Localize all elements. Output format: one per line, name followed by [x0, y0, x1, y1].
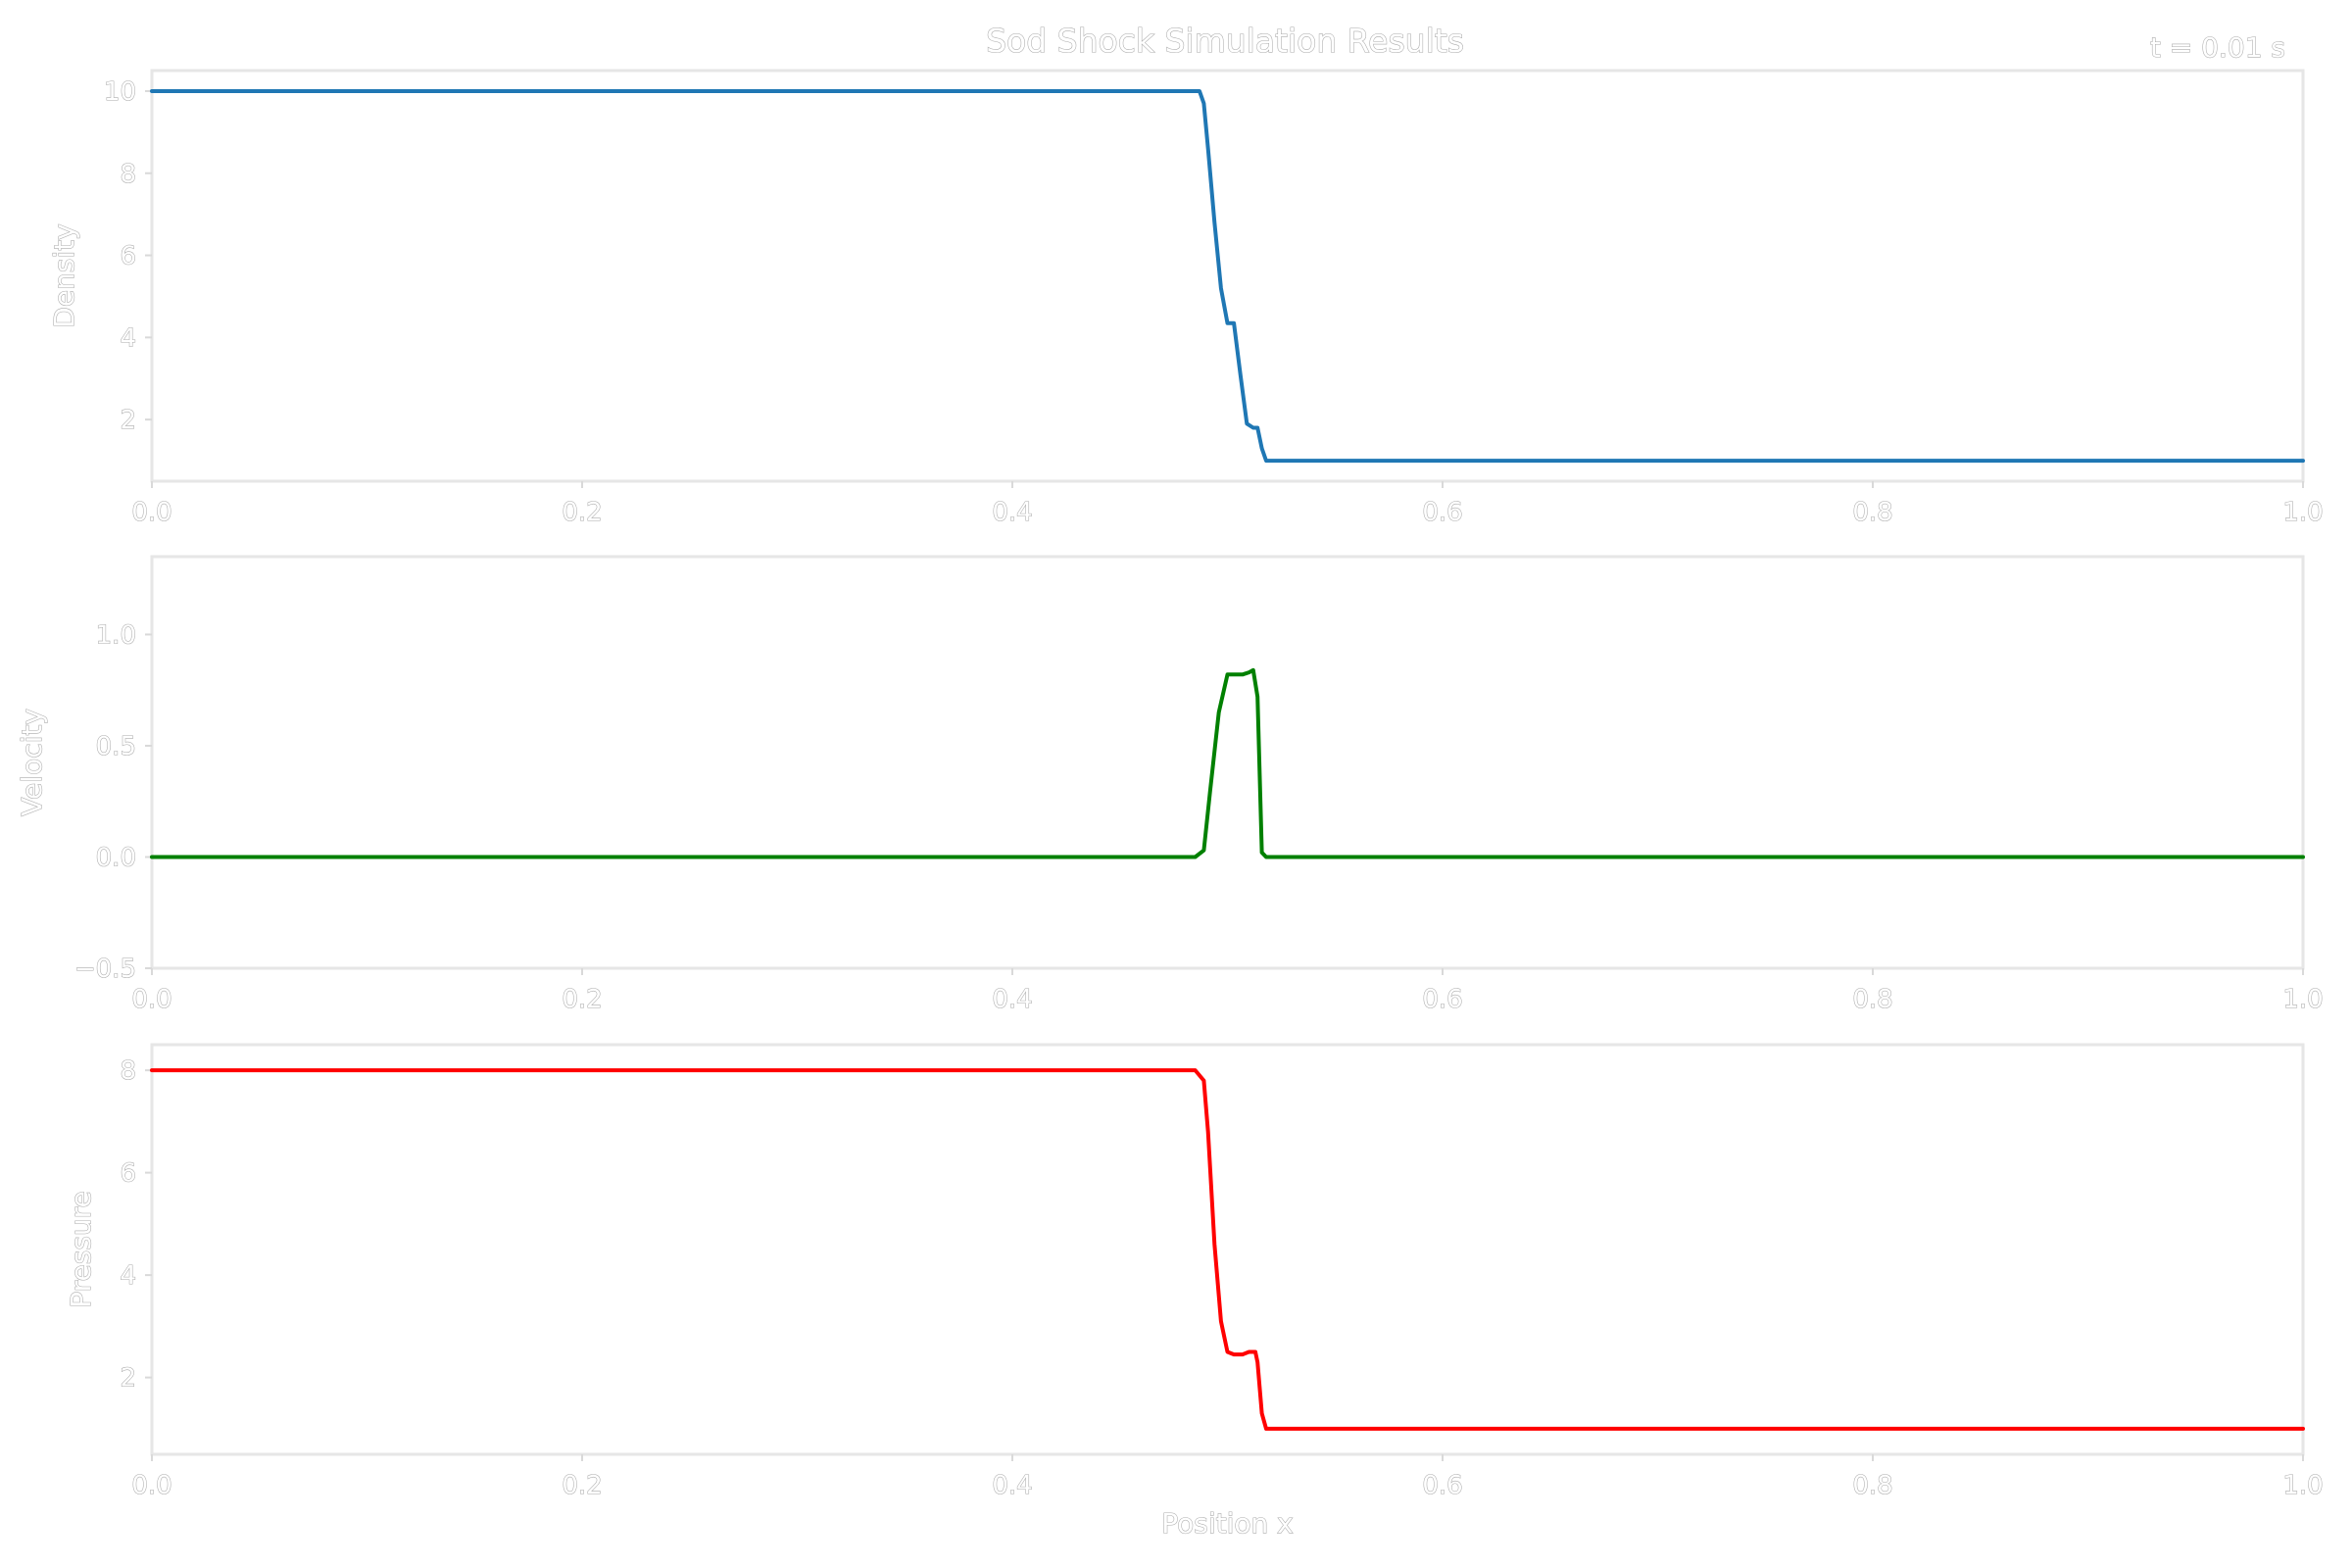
velocity-xtick-label: 1.0	[2282, 985, 2323, 1014]
velocity-xtick-label: 0.8	[1852, 985, 1892, 1014]
velocity-ylabel: Velocity	[16, 709, 48, 816]
density-xtick-label: 0.0	[131, 498, 172, 527]
pressure-xtick-label: 1.0	[2282, 1471, 2323, 1500]
density-ytick-label: 10	[104, 77, 136, 107]
velocity-xtick-label: 0.0	[131, 985, 172, 1014]
density-xtick-label: 1.0	[2282, 498, 2323, 527]
chart-title: Sod Shock Simulation Results	[986, 22, 1464, 60]
density-plot-area	[150, 69, 2305, 483]
pressure-xlabel: Position x	[1161, 1507, 1294, 1540]
velocity-xtick-label: 0.6	[1422, 985, 1462, 1014]
density-xtick-label: 0.2	[562, 498, 602, 527]
pressure-ytick-label: 8	[120, 1056, 136, 1086]
pressure-ylabel: Pressure	[65, 1191, 97, 1308]
pressure-xtick-label: 0.0	[131, 1471, 172, 1500]
velocity-ytick-label: 0.5	[96, 732, 136, 761]
pressure-xtick-label: 0.4	[992, 1471, 1032, 1500]
velocity-ytick-label: 1.0	[96, 620, 136, 650]
density-ylabel: Density	[48, 223, 80, 327]
velocity-plot-area	[150, 555, 2305, 970]
velocity-xtick-label: 0.4	[992, 985, 1032, 1014]
pressure-subplot: 2 4 6 8 0.0 0.2 0.4 0.6 0.8 1.0 Pressure Position x	[64, 1043, 2324, 1541]
pressure-ytick-label: 6	[120, 1159, 136, 1189]
pressure-series-line	[150, 1068, 2305, 1431]
density-ytick-label: 2	[120, 406, 136, 435]
pressure-ytick-label: 4	[120, 1261, 136, 1291]
pressure-xtick-label: 0.6	[1422, 1471, 1462, 1500]
time-annotation: t = 0.01 s	[2150, 31, 2285, 64]
density-ytick-label: 6	[120, 242, 136, 271]
velocity-series-line	[150, 667, 2305, 859]
pressure-xtick-label: 0.2	[562, 1471, 602, 1500]
velocity-ytick-label: −0.5	[74, 955, 136, 984]
density-xtick-label: 0.8	[1852, 498, 1892, 527]
density-series-line	[150, 89, 2305, 464]
density-xtick-label: 0.6	[1422, 498, 1462, 527]
pressure-plot-area	[150, 1043, 2305, 1456]
pressure-ytick-label: 2	[120, 1364, 136, 1394]
density-xtick-label: 0.4	[992, 498, 1032, 527]
density-ytick-label: 8	[120, 160, 136, 189]
density-subplot: 2 4 6 8 10 0.0 0.2 0.4 0.6 0.8 1.0 Density	[47, 69, 2324, 528]
velocity-xtick-label: 0.2	[562, 985, 602, 1014]
pressure-xtick-label: 0.8	[1852, 1471, 1892, 1500]
velocity-ytick-label: 0.0	[96, 843, 136, 872]
density-ytick-label: 4	[120, 323, 136, 353]
